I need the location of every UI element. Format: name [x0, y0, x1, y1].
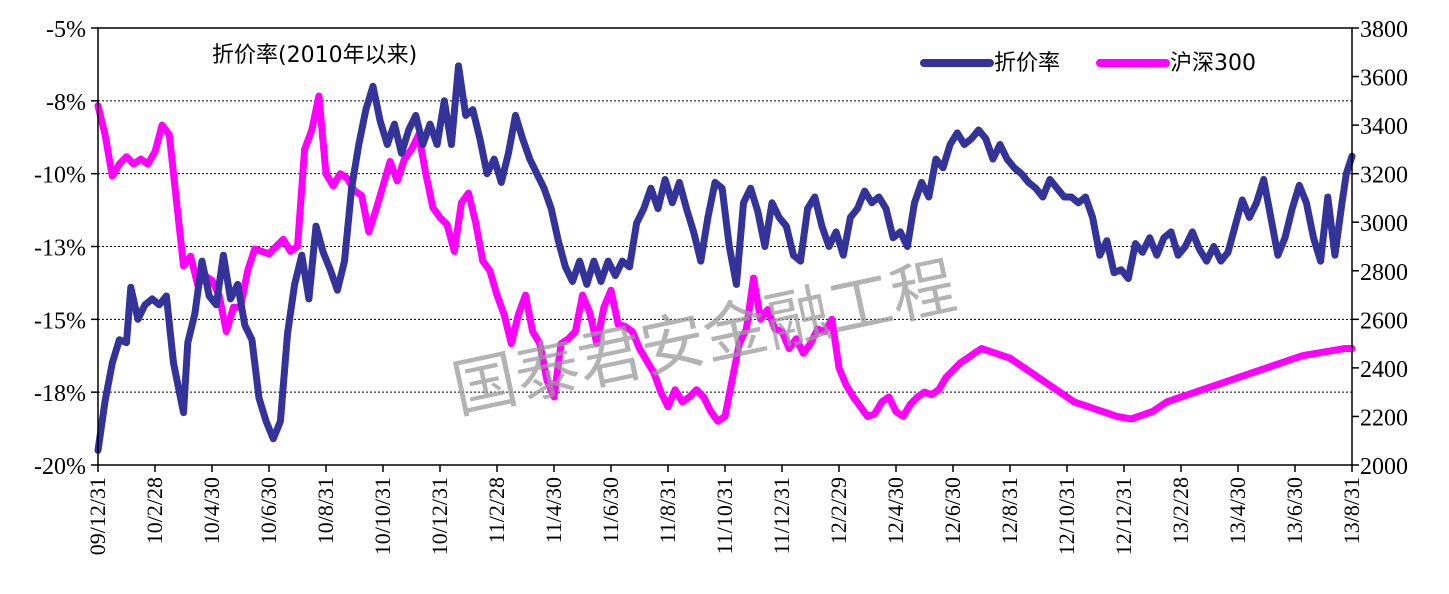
- right-tick-label: 2400: [1360, 357, 1408, 383]
- series-line-csi300: [94, 92, 1356, 425]
- left-tick-label: -18%: [34, 381, 86, 407]
- x-tick-label: 12/4/30: [883, 477, 908, 544]
- x-axis: 09/12/31 10/2/28 10/4/30 10/6/30 10/8/31 10/1…: [85, 465, 1364, 555]
- x-tick-label: 12/8/31: [997, 477, 1022, 544]
- series-line-discount-rate: [94, 62, 1356, 454]
- x-tick-label: 12/6/30: [940, 477, 965, 544]
- left-tick-label: -10%: [34, 163, 86, 189]
- x-tick-label: 11/4/30: [541, 477, 566, 543]
- legend: 折价率 沪深300: [920, 51, 1256, 76]
- x-tick-label: 09/12/31: [85, 477, 110, 555]
- x-tick-label: 10/8/31: [313, 477, 338, 544]
- x-tick-label: 10/10/31: [370, 477, 395, 555]
- left-tick-label: -5%: [46, 17, 86, 43]
- series-layer: [94, 62, 1356, 454]
- right-tick-label: 3600: [1360, 66, 1408, 92]
- x-tick-label: 10/2/28: [142, 477, 167, 544]
- legend-label-csi300: 沪深300: [1170, 51, 1256, 76]
- x-tick-label: 12/10/31: [1054, 477, 1079, 555]
- gridlines: [98, 100, 1352, 393]
- x-tick-label: 12/12/31: [1111, 477, 1136, 555]
- x-tick-label: 11/12/31: [769, 477, 794, 554]
- right-tick-label: 2800: [1360, 260, 1408, 286]
- left-tick-label: -8%: [46, 90, 86, 116]
- left-tick-label: -15%: [34, 308, 86, 334]
- x-tick-label: 10/6/30: [256, 477, 281, 544]
- left-tick-label: -20%: [34, 454, 86, 480]
- left-tick-label: -13%: [34, 236, 86, 262]
- x-tick-label: 13/8/31: [1339, 477, 1364, 544]
- right-axis: 2000 2200 2400 2600 2800 3000 3200 3400 3600 3800: [1352, 17, 1408, 480]
- x-tick-label: 11/8/31: [655, 477, 680, 543]
- x-tick-label: 10/4/30: [199, 477, 224, 544]
- x-tick-label: 13/4/30: [1225, 477, 1250, 544]
- x-tick-label: 11/6/30: [598, 477, 623, 543]
- right-tick-label: 2000: [1360, 454, 1408, 480]
- right-tick-label: 3800: [1360, 17, 1408, 43]
- right-tick-label: 3200: [1360, 163, 1408, 189]
- chart-title: 折价率(2010年以来): [212, 43, 417, 68]
- x-tick-label: 13/2/28: [1168, 477, 1193, 544]
- x-tick-label: 13/6/30: [1282, 477, 1307, 544]
- legend-label-discount: 折价率: [994, 51, 1060, 76]
- right-tick-label: 3400: [1360, 114, 1408, 140]
- left-axis: -5% -8% -10% -13% -15% -18% -20%: [34, 17, 98, 480]
- x-tick-label: 11/2/28: [484, 477, 509, 543]
- x-tick-label: 10/12/31: [427, 477, 452, 555]
- x-tick-label: 11/10/31: [712, 477, 737, 554]
- right-tick-label: 2600: [1360, 308, 1408, 334]
- x-tick-label: 12/2/29: [826, 477, 851, 544]
- right-tick-label: 3000: [1360, 211, 1408, 237]
- right-tick-label: 2200: [1360, 405, 1408, 431]
